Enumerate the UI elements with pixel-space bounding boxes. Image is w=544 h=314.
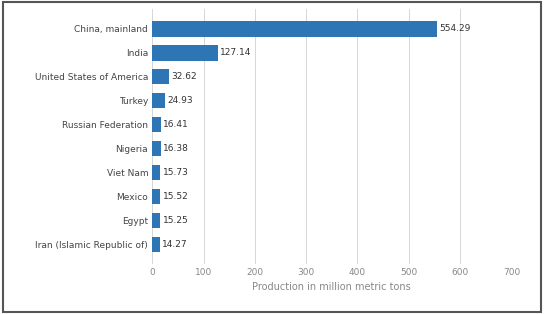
Text: 15.25: 15.25 — [163, 216, 188, 225]
Text: 127.14: 127.14 — [220, 48, 251, 57]
Text: 24.93: 24.93 — [168, 96, 193, 105]
Bar — [152, 21, 437, 36]
Text: 32.62: 32.62 — [171, 72, 197, 81]
Text: 15.73: 15.73 — [163, 168, 189, 177]
Bar — [152, 165, 160, 180]
Bar — [152, 93, 165, 108]
X-axis label: Production in million metric tons: Production in million metric tons — [252, 283, 411, 292]
Text: 16.38: 16.38 — [163, 144, 189, 153]
Text: 14.27: 14.27 — [162, 240, 188, 249]
Bar — [152, 141, 160, 156]
Text: 16.41: 16.41 — [163, 120, 189, 129]
Text: 15.52: 15.52 — [163, 192, 189, 201]
Bar — [152, 45, 218, 61]
Bar — [152, 69, 169, 84]
Text: 554.29: 554.29 — [439, 24, 471, 33]
Bar — [152, 237, 159, 252]
Bar — [152, 189, 160, 204]
Bar — [152, 117, 160, 133]
Bar — [152, 213, 160, 228]
